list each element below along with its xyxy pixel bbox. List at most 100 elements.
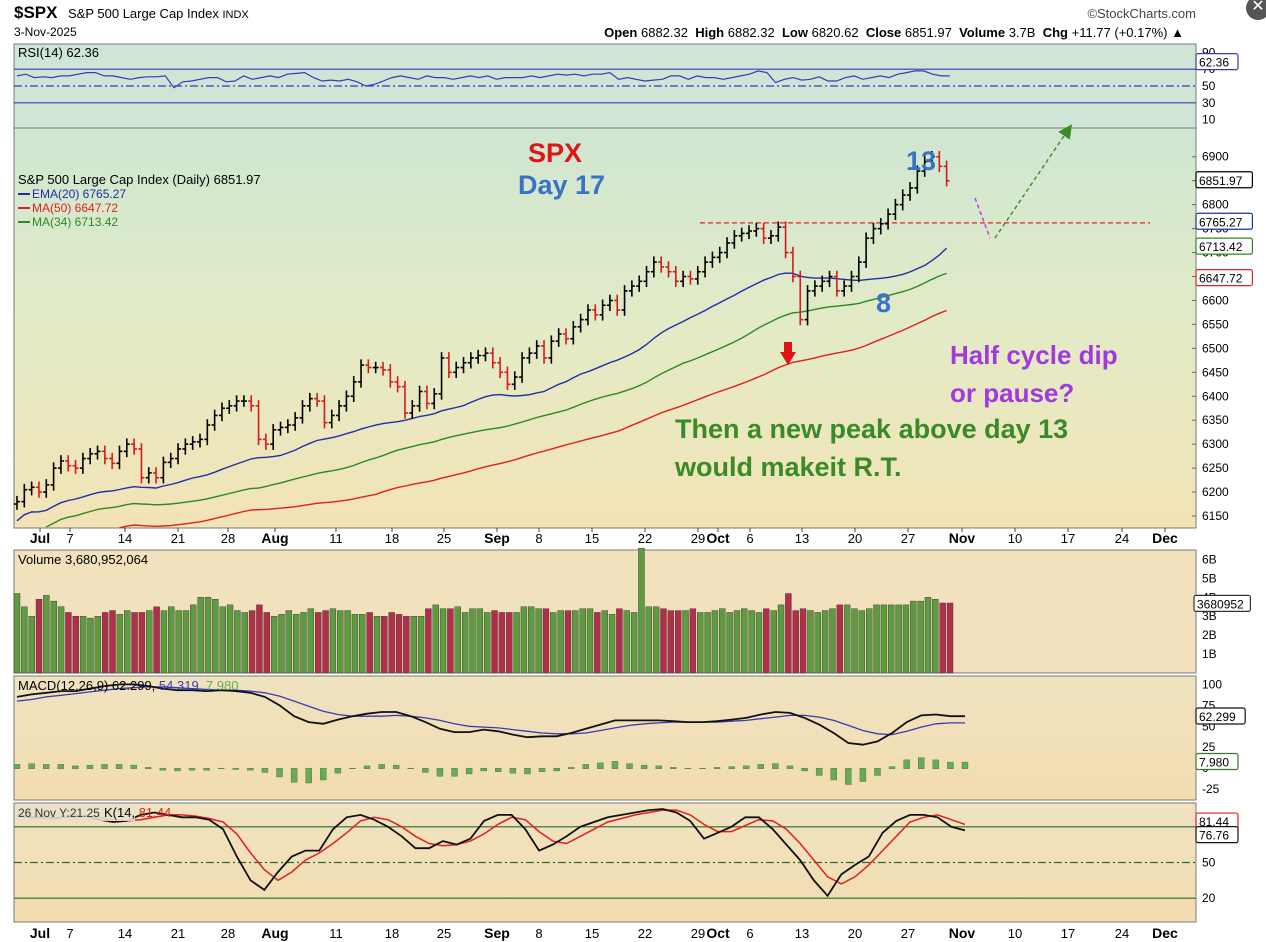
macd-line [16,683,965,746]
x-label-bottom-14: 14 [118,926,132,941]
x-label-bottom-Oct: Oct [706,925,730,941]
volume-bar [594,612,601,674]
volume-bar [689,608,697,674]
macd-histogram-bar [247,767,254,771]
volume-bar [528,606,535,674]
rsi-value-tag-box [1195,53,1239,71]
volume-bar [146,610,153,674]
macd-histogram-bar [845,767,852,785]
x-label-top-Dec: Dec [1152,530,1178,546]
price-tick-6450: 6450 [1202,365,1229,379]
x-label-bottom-15: 15 [585,926,599,941]
volume-bar [403,616,410,674]
macd-histogram-bar [130,764,137,769]
macd-histogram-bar [451,767,458,777]
x-label-bottom-Dec: Dec [1152,925,1178,941]
volume-bar [168,606,175,674]
volume-bar [770,610,777,674]
volume-bar [21,606,28,674]
macd-histogram-bar [553,767,560,772]
volume-bar [623,610,630,674]
macd-histogram-bar [261,767,269,773]
price-tag-1-group: 6765.27 [1195,212,1254,230]
volume-bar [432,604,439,674]
rsi-value-tag-group: 62.36 [1195,53,1239,71]
rsi-line [16,70,950,89]
x-label-bottom-11: 11 [329,926,343,941]
macd-histogram-bar [378,764,385,769]
macd-tick--25: -25 [1202,782,1220,796]
volume-bar [285,610,293,674]
x-label-top-27: 27 [901,531,915,546]
volume-bar [821,610,829,674]
volume-bar [234,610,241,674]
macd-histogram-bar [101,764,108,769]
volume-bar [697,612,704,674]
price-panel [13,127,1197,529]
macd-histogram-bar [290,767,298,783]
volume-bar [491,610,498,674]
x-label-top-Jul: Jul [30,530,50,546]
volume-bar [219,606,226,674]
rsi-title: RSI(14) 62.36 [18,45,99,60]
volume-bar [719,608,726,674]
volume-bar [807,610,814,674]
close-icon[interactable]: ✕ [1246,0,1266,20]
x-label-bottom-Jul: Jul [30,925,50,941]
macd-histogram-bar [407,767,414,769]
x-label-top-6: 6 [746,531,753,546]
volume-bar [204,597,212,674]
x-label-bottom-22: 22 [638,926,652,941]
volume-bar [542,608,550,674]
macd-value-tag-box [1195,707,1246,725]
volume-bar [57,606,65,674]
stoch-tick-50: 50 [1202,856,1216,870]
volume-bar [704,612,711,674]
macd-histogram-bar [13,764,21,769]
volume-bar [307,608,315,674]
volume-bar [123,610,131,674]
macd-histogram-bar [582,764,589,769]
volume-bar [741,608,748,674]
price-tick-6400: 6400 [1202,389,1229,403]
volume-bar [226,604,234,674]
legend-entry: MA(50) 6647.72 [32,201,118,215]
volume-bar [836,604,844,674]
macd-histogram-bar [772,763,779,769]
macd-histogram-bar [42,764,50,769]
macd-tick-25: 25 [1202,740,1216,754]
macd-histogram-bar [393,764,400,769]
x-label-top-25: 25 [437,531,451,546]
macd-histogram-bar [626,763,633,769]
x-label-bottom-13: 13 [795,926,809,941]
price-tag-2: 6713.42 [1199,240,1243,254]
x-label-bottom-8: 8 [535,926,542,941]
price-tag-3-group: 6647.72 [1195,268,1254,287]
volume-bar [910,600,917,674]
volume-bar [579,608,586,674]
volume-bar [932,599,939,674]
volume-bar [359,614,366,674]
volume-bar [608,614,616,674]
x-label-top-8: 8 [535,531,542,546]
macd-hist-tag: 7.980 [1199,755,1229,769]
macd-histogram-bar [815,767,823,776]
volume-bar [35,599,43,674]
volume-bar [116,614,124,674]
volume-value-tag: 3680952 [1197,597,1244,611]
macd-hist-tag-box [1195,752,1239,771]
x-label-bottom-17: 17 [1061,926,1075,941]
macd-histogram-bar [334,767,342,774]
volume-bar [381,616,388,674]
volume-tick-3: 3B [1202,609,1217,623]
price-tag-2-group: 6713.42 [1195,237,1254,255]
macd-histogram-bar [145,767,152,769]
volume-bar [101,612,109,674]
volume-bar [182,610,190,674]
new-peak-annotation-line1: Then a new peak above day 13 [675,414,1069,444]
volume-bar [153,606,160,674]
x-label-top-21: 21 [171,531,185,546]
macd-histogram-bar [947,761,954,769]
x-label-top-17: 17 [1061,531,1075,546]
price-tick-6550: 6550 [1202,317,1229,331]
